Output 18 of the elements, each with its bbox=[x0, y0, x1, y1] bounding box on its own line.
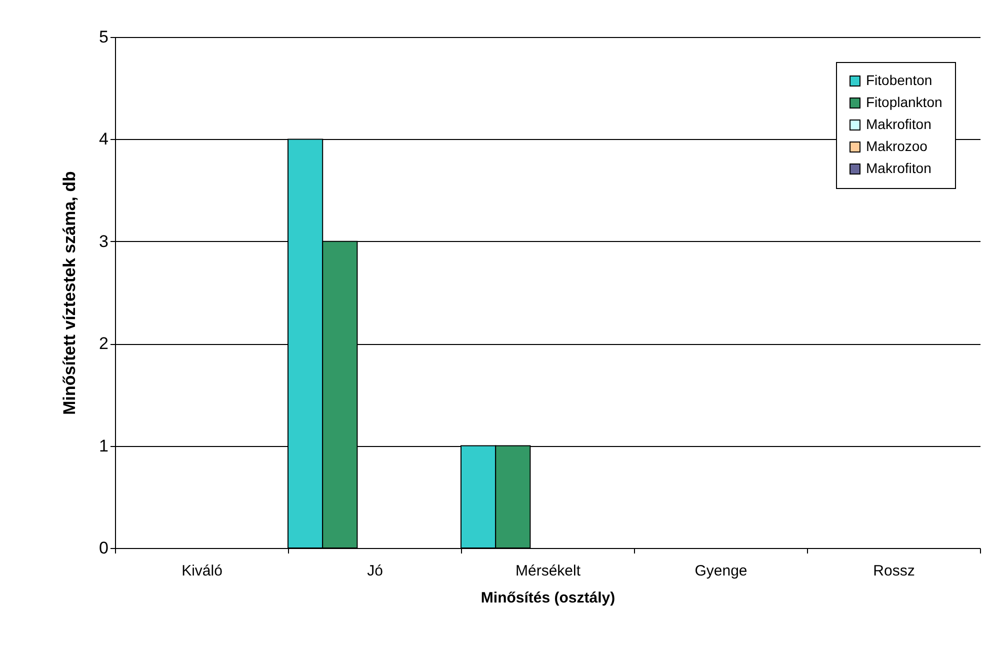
x-tick-label: Mérsékelt bbox=[515, 562, 582, 580]
y-tick-label: 0 bbox=[99, 538, 108, 558]
legend-label: Makrofiton bbox=[866, 116, 932, 132]
y-tick-label: 5 bbox=[99, 28, 108, 46]
legend-label: Fitobenton bbox=[866, 72, 932, 88]
y-tick-label: 3 bbox=[99, 232, 108, 251]
y-tick-label: 1 bbox=[99, 436, 108, 456]
x-tick-label: Gyenge bbox=[694, 562, 748, 580]
x-tick-label: Kiváló bbox=[182, 562, 222, 580]
legend-label: Makrofiton bbox=[866, 160, 932, 176]
y-tick-label: 2 bbox=[99, 334, 108, 354]
y-tick-label: 4 bbox=[99, 130, 108, 149]
legend-label: Fitoplankton bbox=[866, 94, 942, 110]
y-axis-title: Minősített víztestek száma, db bbox=[60, 171, 80, 415]
legend-label: Makrozoo bbox=[866, 138, 928, 154]
x-tick-label: Jó bbox=[367, 562, 383, 580]
x-tick-label: Rossz bbox=[873, 562, 915, 580]
x-axis-title: Minősítés (osztály) bbox=[480, 590, 616, 606]
